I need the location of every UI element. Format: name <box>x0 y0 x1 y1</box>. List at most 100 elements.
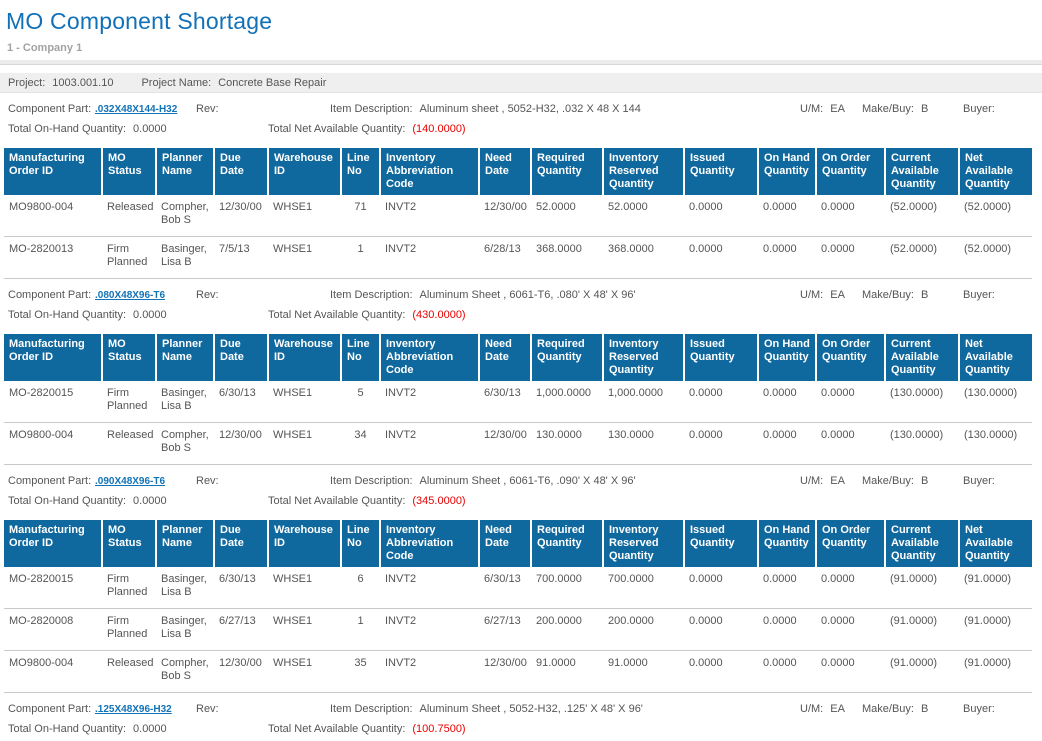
total-net-available-value: (140.0000) <box>412 123 466 135</box>
cell: (91.0000) <box>885 608 959 651</box>
cell: MO-2820015 <box>4 567 102 609</box>
cell: WHSE1 <box>268 381 341 423</box>
column-header: Required Quantity <box>531 520 604 567</box>
cell: (91.0000) <box>959 608 1032 651</box>
cell: 12/30/00 <box>214 422 268 465</box>
column-header: Planner Name <box>156 334 215 381</box>
total-net-available-value: (100.7500) <box>412 723 466 735</box>
cell: MO-2820008 <box>4 608 102 651</box>
make-buy: Make/Buy: B <box>862 289 928 301</box>
table-row: MO-2820015 Firm Planned Basinger, Lisa B 6/… <box>4 567 1032 609</box>
um-label: U/M: <box>800 475 824 487</box>
cell: INVT2 <box>380 195 479 237</box>
project-label: Project: <box>8 77 46 89</box>
column-header: Net Available Quantity <box>959 148 1032 195</box>
cell: MO9800-004 <box>4 650 102 693</box>
mo-shortage-table: Manufacturing Order ID MO Status Planner N… <box>4 520 1032 693</box>
um-label: U/M: <box>800 703 824 715</box>
component-sections: Component Part: .032X48X144-H32 Rev: Ite… <box>0 93 1042 741</box>
component-header-line: Component Part: .125X48X96-H32 Rev: Item… <box>0 703 1042 721</box>
cell: 0.0000 <box>758 567 816 609</box>
item-description-value: Aluminum sheet , 5052-H32, .032 X 48 X 1… <box>419 103 641 115</box>
total-on-hand-value: 0.0000 <box>133 309 167 321</box>
item-description-value: Aluminum Sheet , 6061-T6, .090' X 48' X … <box>419 475 636 487</box>
cell: 35 <box>341 650 380 693</box>
component-part-link[interactable]: .125X48X96-H32 <box>95 704 172 715</box>
buyer-label: Buyer: <box>963 703 995 715</box>
cell: WHSE1 <box>268 650 341 693</box>
item-description-label: Item Description: <box>330 103 413 115</box>
total-net-available-label: Total Net Available Quantity: <box>268 309 406 321</box>
cell: 52.0000 <box>531 195 603 237</box>
component-totals-line: Total On-Hand Quantity: 0.0000 Total Net … <box>0 309 1042 327</box>
component-part-link[interactable]: .032X48X144-H32 <box>95 104 178 115</box>
component-part-link[interactable]: .090X48X96-T6 <box>95 476 166 487</box>
column-header: Issued Quantity <box>684 334 759 381</box>
cell: 0.0000 <box>758 650 816 693</box>
um-label: U/M: <box>800 103 824 115</box>
table-row: MO-2820013 Firm Planned Basinger, Lisa B 7/… <box>4 236 1032 279</box>
buyer: Buyer: <box>963 475 1002 487</box>
item-description: Item Description: Aluminum Sheet , 6061-T… <box>330 475 636 487</box>
make-buy-label: Make/Buy: <box>862 289 914 301</box>
cell: (52.0000) <box>959 195 1032 237</box>
buyer-label: Buyer: <box>963 103 995 115</box>
total-net-available: Total Net Available Quantity: (430.0000) <box>268 309 466 321</box>
cell: 1,000.0000 <box>531 381 603 423</box>
cell: 91.0000 <box>603 650 684 693</box>
total-net-available-label: Total Net Available Quantity: <box>268 123 406 135</box>
cell: MO-2820013 <box>4 236 102 279</box>
page-title: MO Component Shortage <box>6 8 273 34</box>
column-header: Due Date <box>214 334 269 381</box>
column-header: Line No <box>341 520 381 567</box>
cell: INVT2 <box>380 567 479 609</box>
cell: 0.0000 <box>684 608 758 651</box>
cell: 6 <box>341 567 380 609</box>
cell: 6/30/13 <box>214 567 268 609</box>
total-on-hand-value: 0.0000 <box>133 495 167 507</box>
total-on-hand: Total On-Hand Quantity: 0.0000 <box>8 123 167 135</box>
cell: (91.0000) <box>959 650 1032 693</box>
column-header: Current Available Quantity <box>885 334 960 381</box>
total-on-hand: Total On-Hand Quantity: 0.0000 <box>8 723 167 735</box>
total-on-hand-label: Total On-Hand Quantity: <box>8 495 127 507</box>
cell: 0.0000 <box>684 381 758 423</box>
buyer-label: Buyer: <box>963 475 995 487</box>
column-header: On Hand Quantity <box>758 520 817 567</box>
cell: 368.0000 <box>531 236 603 279</box>
company-label: 1 - Company 1 <box>7 42 83 54</box>
cell: INVT2 <box>380 381 479 423</box>
total-net-available-label: Total Net Available Quantity: <box>268 495 406 507</box>
total-net-available: Total Net Available Quantity: (140.0000) <box>268 123 466 135</box>
item-description-label: Item Description: <box>330 289 413 301</box>
table-header-row: Manufacturing Order ID MO Status Planner N… <box>4 148 1032 195</box>
cell: 200.0000 <box>603 608 684 651</box>
cell: 1 <box>341 608 380 651</box>
project-bar: Project: 1003.001.10 Project Name: Concrete… <box>0 73 1042 93</box>
column-header: Manufacturing Order ID <box>4 334 103 381</box>
column-header: Issued Quantity <box>684 520 759 567</box>
column-header: Issued Quantity <box>684 148 759 195</box>
total-net-available-value: (345.0000) <box>412 495 466 507</box>
buyer-label: Buyer: <box>963 289 995 301</box>
total-net-available-label: Total Net Available Quantity: <box>268 723 406 735</box>
cell: WHSE1 <box>268 422 341 465</box>
item-description-label: Item Description: <box>330 703 413 715</box>
cell: 0.0000 <box>758 195 816 237</box>
component-part-link[interactable]: .080X48X96-T6 <box>95 290 166 301</box>
component-header-line: Component Part: .090X48X96-T6 Rev: Item … <box>0 475 1042 493</box>
column-header: MO Status <box>102 334 157 381</box>
cell: INVT2 <box>380 236 479 279</box>
cell: 130.0000 <box>603 422 684 465</box>
rev-label: Rev: <box>196 475 219 487</box>
cell: Firm Planned <box>102 236 156 279</box>
cell: 5 <box>341 381 380 423</box>
buyer: Buyer: <box>963 103 1002 115</box>
cell: 6/27/13 <box>214 608 268 651</box>
cell: 0.0000 <box>684 422 758 465</box>
cell: 0.0000 <box>758 236 816 279</box>
column-header: MO Status <box>102 148 157 195</box>
cell: 130.0000 <box>531 422 603 465</box>
table-row: MO9800-004 Released Compher, Bob S 12/30/00… <box>4 422 1032 465</box>
cell: 0.0000 <box>684 650 758 693</box>
